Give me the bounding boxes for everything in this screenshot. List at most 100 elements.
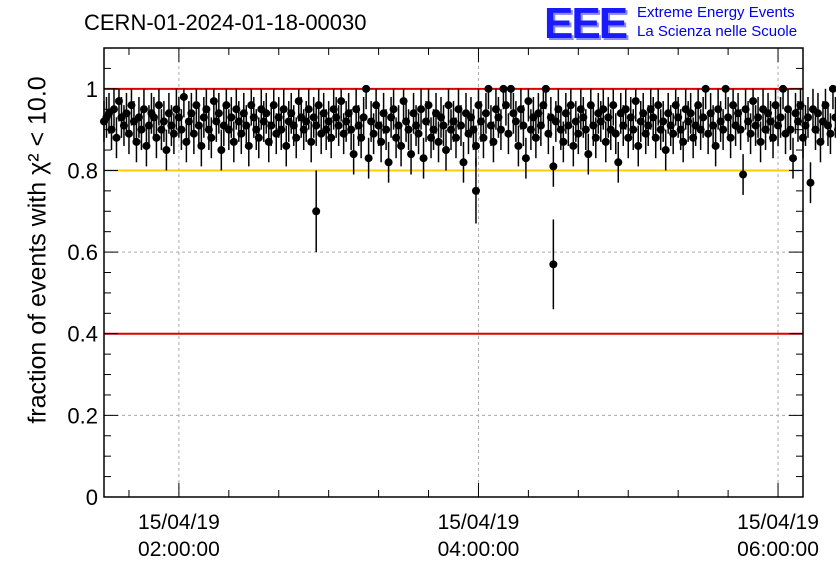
reference-lines: [104, 87, 803, 335]
data-point: [214, 109, 223, 118]
data-points: [100, 84, 836, 310]
x-tick-label: 15/04/19 06:00:00: [737, 509, 819, 563]
data-point: [694, 101, 703, 110]
data-point: [609, 101, 618, 110]
data-point: [828, 84, 836, 93]
data-point: [826, 129, 835, 138]
x-tick-date: 15/04/19: [737, 511, 819, 534]
data-point: [189, 129, 198, 138]
data-point: [574, 129, 583, 138]
data-point: [262, 109, 271, 118]
data-point: [519, 121, 528, 130]
data-point: [531, 133, 540, 142]
data-point: [831, 113, 836, 122]
x-tick-date: 15/04/19: [138, 511, 220, 534]
data-point: [254, 133, 263, 142]
data-point: [659, 117, 668, 126]
data-point: [419, 154, 428, 163]
data-point: [489, 137, 498, 146]
data-point: [686, 109, 695, 118]
data-point: [314, 101, 323, 110]
data-point: [506, 84, 515, 93]
data-point: [349, 150, 358, 159]
y-tick-label: 0.8: [67, 158, 98, 183]
data-point: [369, 129, 378, 138]
data-point: [654, 101, 663, 110]
data-point: [501, 101, 510, 110]
data-point: [749, 97, 758, 106]
data-point: [721, 84, 730, 93]
x-tick-time: 06:00:00: [737, 538, 819, 561]
plot-frame: [103, 47, 804, 498]
data-point: [504, 129, 513, 138]
data-point: [581, 125, 590, 134]
data-point: [404, 125, 413, 134]
chart-title: CERN-01-2024-01-18-00030: [84, 10, 367, 35]
data-point: [434, 137, 443, 146]
data-point: [591, 133, 600, 142]
data-point: [496, 125, 505, 134]
data-point: [337, 97, 346, 106]
data-point: [511, 117, 520, 126]
data-point: [397, 141, 406, 150]
data-point: [629, 125, 638, 134]
data-point: [444, 101, 453, 110]
data-point: [407, 150, 416, 159]
data-point: [614, 158, 623, 167]
data-point: [292, 133, 301, 142]
data-point: [197, 141, 206, 150]
data-point: [244, 141, 253, 150]
data-point: [459, 158, 468, 167]
data-point: [746, 129, 755, 138]
data-point: [621, 105, 630, 114]
y-tick-label: 0.6: [67, 240, 98, 265]
data-point: [377, 137, 386, 146]
x-tick-time: 02:00:00: [138, 538, 220, 561]
data-point: [382, 125, 391, 134]
data-point: [154, 101, 163, 110]
data-point: [726, 133, 735, 142]
data-point: [207, 133, 216, 142]
data-point: [439, 121, 448, 130]
y-tick-label: 0.4: [67, 322, 98, 347]
data-point: [159, 117, 168, 126]
data-point: [327, 133, 336, 142]
data-point: [481, 109, 490, 118]
data-point: [282, 141, 291, 150]
data-point: [471, 141, 480, 150]
eee-logo: EEE: [544, 0, 628, 48]
data-point: [833, 126, 836, 134]
data-point: [124, 129, 133, 138]
data-point: [599, 105, 608, 114]
data-point: [179, 92, 188, 101]
data-point: [651, 133, 660, 142]
chart-axes: [103, 47, 804, 498]
data-point: [112, 133, 121, 142]
data-point: [307, 137, 316, 146]
data-point: [611, 129, 620, 138]
data-point: [736, 125, 745, 134]
data-point: [669, 129, 678, 138]
data-point: [217, 146, 226, 155]
data-point: [769, 133, 778, 142]
data-point: [521, 154, 530, 163]
data-point: [541, 84, 550, 93]
data-point: [514, 141, 523, 150]
data-point: [414, 129, 423, 138]
data-point: [162, 146, 171, 155]
data-point: [227, 113, 236, 122]
data-point: [803, 113, 812, 122]
data-point: [719, 125, 728, 134]
data-point: [451, 133, 460, 142]
data-point: [756, 137, 765, 146]
data-point: [601, 137, 610, 146]
data-point: [806, 178, 815, 187]
data-point: [304, 105, 313, 114]
data-point: [362, 84, 371, 93]
logo-line-1: Extreme Energy Events: [637, 4, 795, 21]
data-point: [711, 141, 720, 150]
data-point: [559, 137, 568, 146]
data-point: [699, 113, 708, 122]
data-point: [631, 97, 640, 106]
